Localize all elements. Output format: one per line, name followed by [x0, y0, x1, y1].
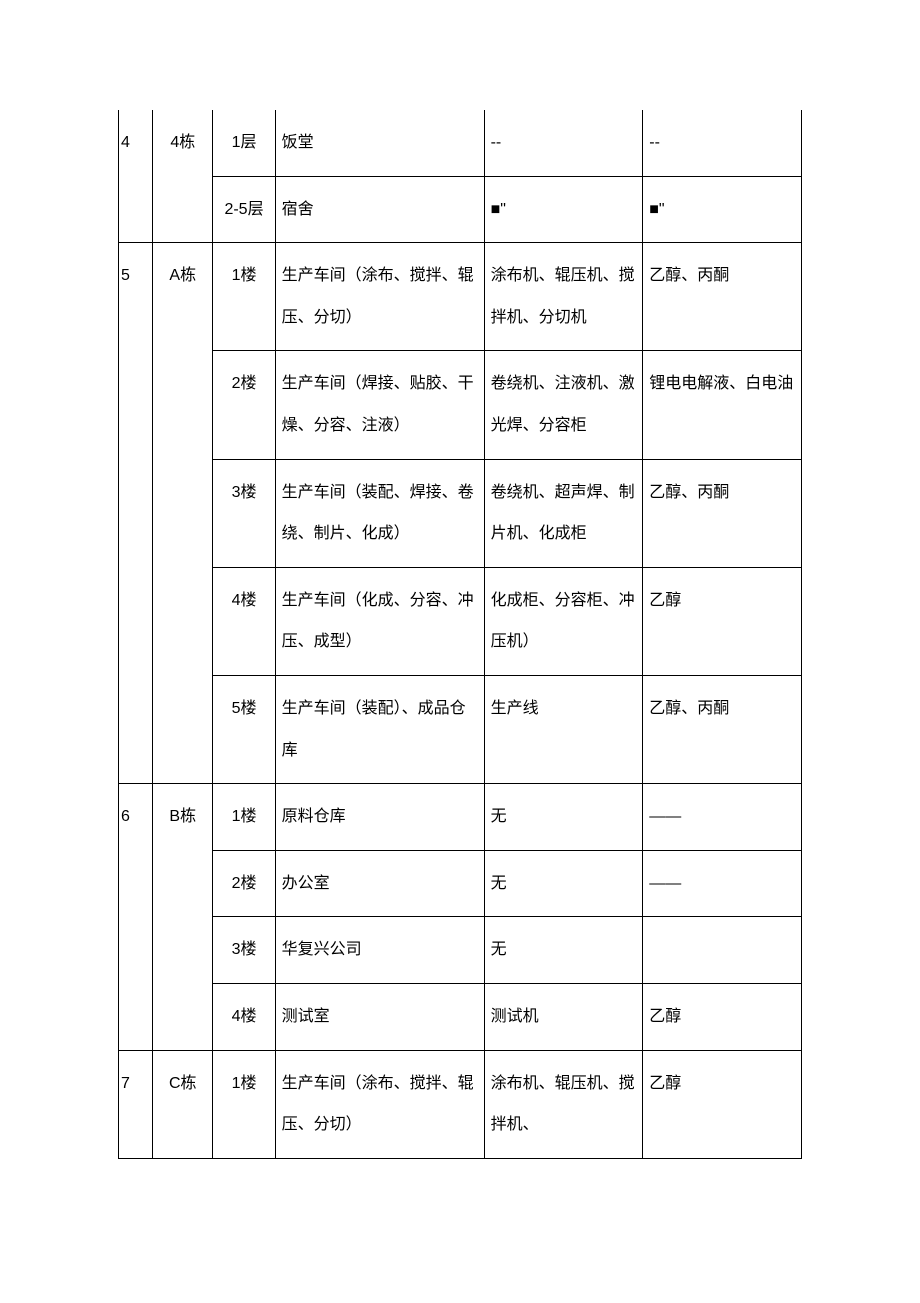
- table-row: 7C栋1楼生产车间（涂布、搅拌、辊压、分切）涂布机、辊压机、搅拌机、乙醇: [119, 1050, 802, 1158]
- table-cell: 测试室: [275, 983, 484, 1050]
- table-cell: 3楼: [213, 459, 275, 567]
- table-cell: 乙醇: [643, 983, 802, 1050]
- table-cell: ——: [643, 784, 802, 851]
- table-cell: 2楼: [213, 850, 275, 917]
- table-cell: 4楼: [213, 983, 275, 1050]
- table-cell: 1楼: [213, 1050, 275, 1158]
- table-cell: 无: [484, 784, 643, 851]
- table-cell: A栋: [153, 243, 213, 784]
- table-row: 2-5层宿舍■"■": [119, 176, 802, 243]
- table-cell: 办公室: [275, 850, 484, 917]
- table-cell: 生产车间（涂布、搅拌、辊压、分切）: [275, 243, 484, 351]
- table-cell: C栋: [153, 1050, 213, 1158]
- table-cell: 2楼: [213, 351, 275, 459]
- table-cell: 乙醇、丙酮: [643, 675, 802, 783]
- table-row: 6B栋1楼原料仓库无——: [119, 784, 802, 851]
- table-cell: 乙醇、丙酮: [643, 243, 802, 351]
- table-cell: [643, 917, 802, 984]
- table-cell: 测试机: [484, 983, 643, 1050]
- table-cell: 6: [119, 784, 153, 1050]
- table-row: 2楼办公室无——: [119, 850, 802, 917]
- table-row: 2楼生产车间（焊接、贴胶、干燥、分容、注液）卷绕机、注液机、激光焊、分容柜锂电电…: [119, 351, 802, 459]
- table-row: 3楼华复兴公司无: [119, 917, 802, 984]
- table-cell: 生产车间（化成、分容、冲压、成型）: [275, 567, 484, 675]
- table-cell: 7: [119, 1050, 153, 1158]
- table-cell: 乙醇、丙酮: [643, 459, 802, 567]
- table-cell: 4栋: [153, 110, 213, 243]
- table-cell: 涂布机、辊压机、搅拌机、: [484, 1050, 643, 1158]
- table-cell: 生产线: [484, 675, 643, 783]
- table-cell: 华复兴公司: [275, 917, 484, 984]
- table-cell: B栋: [153, 784, 213, 1050]
- table-cell: 无: [484, 917, 643, 984]
- table-cell: 2-5层: [213, 176, 275, 243]
- table-cell: ■": [643, 176, 802, 243]
- table-cell: 生产车间（涂布、搅拌、辊压、分切）: [275, 1050, 484, 1158]
- table-body: 44栋1层饭堂----2-5层宿舍■"■"5A栋1楼生产车间（涂布、搅拌、辊压、…: [119, 110, 802, 1158]
- building-layout-table: 44栋1层饭堂----2-5层宿舍■"■"5A栋1楼生产车间（涂布、搅拌、辊压、…: [118, 110, 802, 1159]
- table-cell: 1楼: [213, 243, 275, 351]
- table-cell: --: [484, 110, 643, 176]
- table-cell: 1层: [213, 110, 275, 176]
- table-cell: 3楼: [213, 917, 275, 984]
- table-cell: 生产车间（装配）、成品仓库: [275, 675, 484, 783]
- table-row: 44栋1层饭堂----: [119, 110, 802, 176]
- table-cell: 生产车间（焊接、贴胶、干燥、分容、注液）: [275, 351, 484, 459]
- table-cell: 卷绕机、超声焊、制片机、化成柜: [484, 459, 643, 567]
- table-row: 3楼生产车间（装配、焊接、卷绕、制片、化成）卷绕机、超声焊、制片机、化成柜乙醇、…: [119, 459, 802, 567]
- table-cell: ——: [643, 850, 802, 917]
- table-row: 5楼生产车间（装配）、成品仓库生产线乙醇、丙酮: [119, 675, 802, 783]
- table-cell: 4楼: [213, 567, 275, 675]
- table-cell: 乙醇: [643, 567, 802, 675]
- table-cell: --: [643, 110, 802, 176]
- table-cell: 原料仓库: [275, 784, 484, 851]
- document-page: 44栋1层饭堂----2-5层宿舍■"■"5A栋1楼生产车间（涂布、搅拌、辊压、…: [0, 0, 920, 1209]
- table-cell: 1楼: [213, 784, 275, 851]
- table-cell: 生产车间（装配、焊接、卷绕、制片、化成）: [275, 459, 484, 567]
- table-cell: 5: [119, 243, 153, 784]
- table-cell: 饭堂: [275, 110, 484, 176]
- table-cell: 锂电电解液、白电油: [643, 351, 802, 459]
- table-cell: ■": [484, 176, 643, 243]
- table-row: 4楼测试室测试机乙醇: [119, 983, 802, 1050]
- table-cell: 化成柜、分容柜、冲压机）: [484, 567, 643, 675]
- table-cell: 乙醇: [643, 1050, 802, 1158]
- table-cell: 无: [484, 850, 643, 917]
- table-cell: 卷绕机、注液机、激光焊、分容柜: [484, 351, 643, 459]
- table-cell: 4: [119, 110, 153, 243]
- table-row: 5A栋1楼生产车间（涂布、搅拌、辊压、分切）涂布机、辊压机、搅拌机、分切机乙醇、…: [119, 243, 802, 351]
- table-cell: 涂布机、辊压机、搅拌机、分切机: [484, 243, 643, 351]
- table-cell: 宿舍: [275, 176, 484, 243]
- table-cell: 5楼: [213, 675, 275, 783]
- table-row: 4楼生产车间（化成、分容、冲压、成型）化成柜、分容柜、冲压机）乙醇: [119, 567, 802, 675]
